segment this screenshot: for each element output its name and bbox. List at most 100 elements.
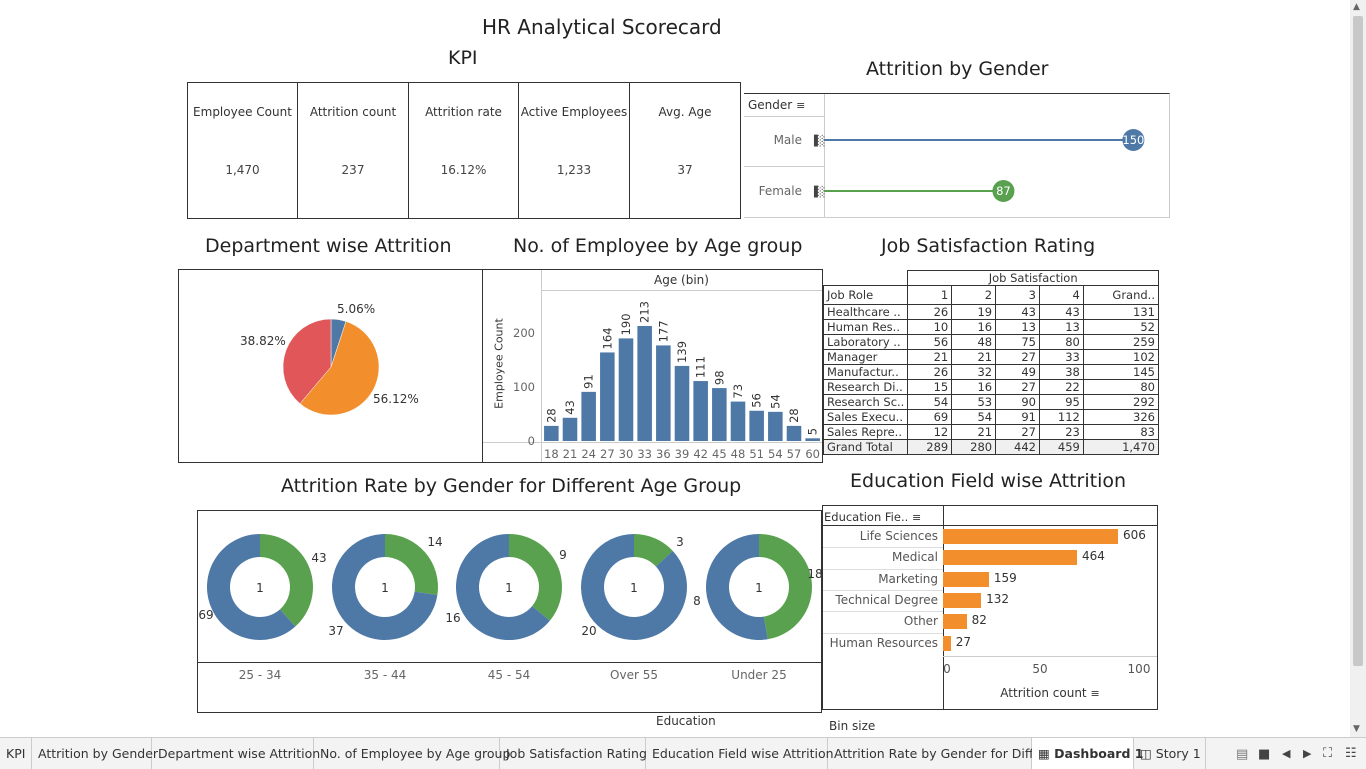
bar-value-label: 54 <box>768 394 782 409</box>
value-cell: 38 <box>1038 364 1084 380</box>
table-row[interactable]: Research Di.. 15 16 27 22 80 <box>822 379 1160 395</box>
table-row[interactable]: Human Res.. 10 16 13 13 52 <box>822 319 1160 335</box>
sort-icon[interactable]: ≡ <box>1090 687 1100 700</box>
tab-kpi[interactable]: KPI <box>0 738 32 769</box>
grand-total-row[interactable]: Grand Total 289 280 442 459 1,470 <box>822 439 1160 455</box>
x-tick-label: 0 <box>943 662 951 676</box>
age-bar[interactable] <box>618 338 634 441</box>
sort-icon[interactable]: ≡ <box>911 511 922 524</box>
job-role-cell: Research Di.. <box>822 379 909 395</box>
age-bar[interactable] <box>693 381 708 441</box>
age-bar[interactable] <box>562 417 578 441</box>
tab-story-1[interactable]: ◫ Story 1 <box>1134 738 1206 769</box>
table-row[interactable]: Sales Repre.. 12 21 27 23 83 <box>822 424 1160 440</box>
age-bar[interactable] <box>712 388 727 441</box>
tab-job-satisfaction[interactable]: Job Satisfaction Rating <box>500 738 647 769</box>
education-row[interactable]: Marketing 159 <box>823 568 1158 590</box>
tab-attrition-rate-by-gender[interactable]: Attrition Rate by Gender for Diff... <box>828 738 1045 769</box>
table-row[interactable]: Manufactur.. 26 32 49 38 145 <box>822 364 1160 380</box>
donut-segment[interactable] <box>260 534 313 627</box>
education-bar[interactable] <box>943 592 982 608</box>
job-role-header: Job Role <box>822 285 909 305</box>
value-cell: 32 <box>951 364 997 380</box>
scroll-thumb[interactable] <box>1353 16 1363 666</box>
value-cell: 21 <box>951 349 997 365</box>
donut-segment[interactable] <box>581 534 688 640</box>
age-bar[interactable] <box>600 352 615 441</box>
donut-title: Attrition Rate by Gender for Different A… <box>281 475 742 497</box>
table-row[interactable]: Healthcare .. 26 19 43 43 131 <box>822 304 1160 320</box>
pie-label: 56.12% <box>373 392 419 406</box>
age-bar[interactable] <box>805 438 820 441</box>
education-bar[interactable] <box>943 529 1118 544</box>
education-bar[interactable] <box>943 614 967 630</box>
age-bar[interactable] <box>581 391 596 441</box>
gender-dot[interactable] <box>992 180 1015 202</box>
gender-column-header[interactable]: Gender <box>748 98 793 112</box>
gender-dot[interactable] <box>1122 129 1145 151</box>
education-row[interactable]: Other 82 <box>823 611 1158 632</box>
fullscreen-icon[interactable]: ⛶ <box>1323 746 1333 761</box>
value-cell: 19 <box>951 304 997 320</box>
next-sheet-icon[interactable]: ▶ <box>1303 747 1312 760</box>
age-bar[interactable] <box>786 425 802 441</box>
kpi-employee-count[interactable]: Employee Count 1,470 <box>188 83 298 218</box>
x-tick-label: 60 <box>805 447 820 461</box>
donut-segment[interactable] <box>456 534 550 640</box>
age-bar[interactable] <box>637 325 652 441</box>
kpi-avg-age[interactable]: Avg. Age 37 <box>630 83 740 218</box>
kpi-active-employees[interactable]: Active Employees 1,233 <box>519 83 630 218</box>
kpi-attrition-rate[interactable]: Attrition rate 16.12% <box>409 83 519 218</box>
table-row[interactable]: Laboratory .. 56 48 75 80 259 <box>822 334 1160 350</box>
donut-segment[interactable] <box>332 534 438 640</box>
bar-value-label: 91 <box>582 374 596 389</box>
education-column-header[interactable]: Education Fie.. <box>824 510 909 524</box>
table-row[interactable]: Research Sc.. 54 53 90 95 292 <box>822 394 1160 410</box>
donut-segment[interactable] <box>207 534 296 640</box>
donut-segment[interactable] <box>759 534 812 640</box>
kpi-label: Active Employees <box>520 105 628 119</box>
education-bar[interactable] <box>943 635 951 651</box>
donut-segment[interactable] <box>634 534 673 567</box>
education-bar[interactable] <box>943 571 989 587</box>
table-row[interactable]: Manager 21 21 27 33 102 <box>822 349 1160 365</box>
age-bar[interactable] <box>749 410 764 441</box>
age-bar[interactable] <box>730 401 746 441</box>
filmstrip-view-icon[interactable]: ▤ <box>1236 747 1249 762</box>
pie-slice[interactable] <box>282 318 332 404</box>
donut-segment[interactable] <box>509 534 562 621</box>
education-row[interactable]: Human Resources 27 <box>823 632 1158 654</box>
education-value-label: 27 <box>955 634 972 649</box>
kpi-attrition-count[interactable]: Attrition count 237 <box>298 83 409 218</box>
value-cell: 13 <box>995 319 1040 335</box>
age-bar[interactable] <box>674 365 690 441</box>
age-bar[interactable] <box>656 345 671 441</box>
donut-segment[interactable] <box>385 534 438 596</box>
tab-label: Dashboard 1 <box>1054 746 1144 761</box>
tab-attrition-by-gender[interactable]: Attrition by Gender <box>32 738 158 769</box>
tab-employee-by-age-group[interactable]: No. of Employee by Age group <box>314 738 510 769</box>
table-row[interactable]: Sales Execu.. 69 54 91 112 326 <box>822 409 1160 425</box>
tab-dashboard-1[interactable]: ▦ Dashboard 1 <box>1032 738 1143 769</box>
sort-icon[interactable]: ≡ <box>796 99 806 112</box>
first-sheet-icon[interactable]: ◀ <box>1282 747 1291 760</box>
tab-department-wise-attrition[interactable]: Department wise Attrition <box>152 738 320 769</box>
vertical-scrollbar[interactable]: ▲ ▼ <box>1350 0 1366 737</box>
value-cell: 10 <box>907 319 953 335</box>
bar-value-label: 190 <box>619 313 633 335</box>
pie-slice[interactable] <box>299 321 380 416</box>
sheet-view-icon[interactable]: ■ <box>1258 747 1271 762</box>
scroll-up-icon[interactable]: ▲ <box>1353 2 1360 12</box>
grid-icon[interactable]: ☷ <box>1345 746 1357 761</box>
tab-education-field[interactable]: Education Field wise Attrition <box>646 738 834 769</box>
age-bar[interactable] <box>768 411 783 441</box>
education-row[interactable]: Life Sciences 606 <box>823 526 1158 547</box>
donut-segment[interactable] <box>706 534 768 640</box>
age-bar[interactable] <box>544 425 559 441</box>
education-row[interactable]: Medical 464 <box>823 547 1158 568</box>
bar-chart-icon[interactable]: ▐░ <box>810 134 825 147</box>
bar-chart-icon[interactable]: ▐░ <box>810 185 825 198</box>
scroll-down-icon[interactable]: ▼ <box>1353 724 1360 734</box>
education-row[interactable]: Technical Degree 132 <box>823 589 1158 611</box>
education-bar[interactable] <box>943 550 1077 566</box>
